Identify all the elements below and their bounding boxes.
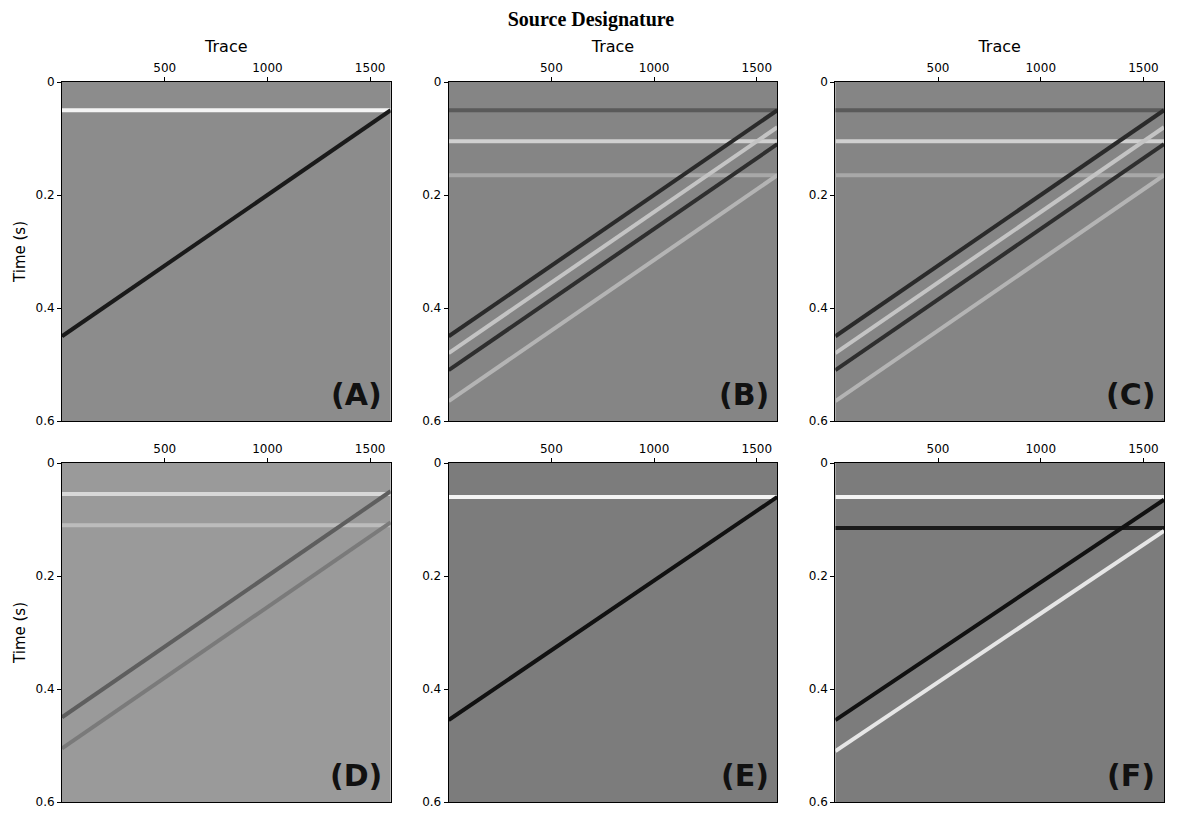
svg-text:1500: 1500	[742, 442, 773, 456]
svg-text:1000: 1000	[639, 61, 670, 75]
svg-text:0.2: 0.2	[36, 188, 55, 202]
svg-text:(D): (D)	[330, 758, 382, 793]
svg-text:(A): (A)	[331, 377, 382, 412]
svg-text:0.6: 0.6	[809, 795, 828, 809]
svg-text:0: 0	[47, 75, 55, 89]
svg-text:0.6: 0.6	[36, 795, 55, 809]
svg-text:0.4: 0.4	[809, 682, 828, 696]
svg-text:0.4: 0.4	[36, 682, 55, 696]
svg-text:Trace: Trace	[977, 37, 1020, 56]
svg-text:1000: 1000	[1025, 442, 1056, 456]
svg-text:0.2: 0.2	[809, 569, 828, 583]
svg-text:0: 0	[434, 456, 442, 470]
svg-text:1000: 1000	[252, 61, 283, 75]
svg-text:500: 500	[153, 442, 176, 456]
svg-text:0.6: 0.6	[809, 414, 828, 428]
svg-text:(E): (E)	[721, 758, 769, 793]
svg-text:0.6: 0.6	[36, 414, 55, 428]
svg-text:1000: 1000	[1025, 61, 1056, 75]
svg-text:1500: 1500	[355, 61, 386, 75]
svg-text:1000: 1000	[639, 442, 670, 456]
svg-text:1500: 1500	[1128, 61, 1159, 75]
svg-text:Trace: Trace	[591, 37, 634, 56]
svg-text:0.2: 0.2	[36, 569, 55, 583]
svg-text:0.2: 0.2	[809, 188, 828, 202]
svg-text:0.6: 0.6	[422, 795, 441, 809]
svg-text:0.4: 0.4	[422, 682, 441, 696]
svg-text:0.2: 0.2	[422, 569, 441, 583]
svg-text:500: 500	[153, 61, 176, 75]
svg-text:1500: 1500	[1128, 442, 1159, 456]
svg-text:0.6: 0.6	[422, 414, 441, 428]
svg-text:0: 0	[434, 75, 442, 89]
svg-text:0: 0	[820, 456, 828, 470]
svg-text:1500: 1500	[742, 61, 773, 75]
svg-text:Time (s): Time (s)	[11, 221, 29, 283]
svg-text:1500: 1500	[355, 442, 386, 456]
svg-text:1000: 1000	[252, 442, 283, 456]
svg-text:500: 500	[540, 61, 563, 75]
svg-text:0: 0	[47, 456, 55, 470]
svg-text:500: 500	[927, 61, 950, 75]
svg-text:(C): (C)	[1106, 377, 1155, 412]
svg-text:0.4: 0.4	[809, 301, 828, 315]
svg-text:Time (s): Time (s)	[11, 602, 29, 664]
svg-text:Source Designature: Source Designature	[508, 8, 675, 31]
svg-text:Trace: Trace	[204, 37, 247, 56]
svg-text:0.2: 0.2	[422, 188, 441, 202]
svg-text:(F): (F)	[1107, 758, 1155, 793]
svg-text:0: 0	[820, 75, 828, 89]
svg-text:500: 500	[927, 442, 950, 456]
svg-text:0.4: 0.4	[36, 301, 55, 315]
svg-text:500: 500	[540, 442, 563, 456]
svg-text:(B): (B)	[719, 377, 769, 412]
svg-text:0.4: 0.4	[422, 301, 441, 315]
